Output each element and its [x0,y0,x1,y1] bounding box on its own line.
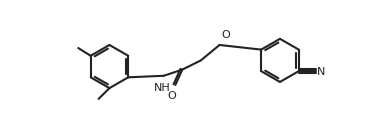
Text: O: O [221,30,230,40]
Text: O: O [168,91,177,101]
Text: NH: NH [154,83,171,93]
Text: N: N [318,67,326,77]
